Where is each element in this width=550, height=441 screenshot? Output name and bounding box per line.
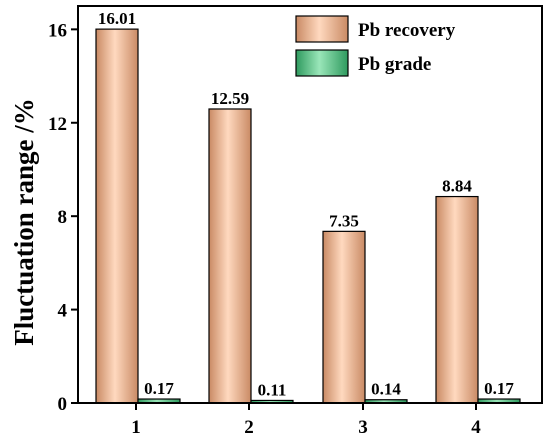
y-axis-label: Fluctuation range /% — [9, 98, 39, 346]
data-label-pb-recovery-2: 12.59 — [211, 89, 249, 108]
bar-pb-recovery-4 — [435, 195, 479, 404]
y-axis: 0 4 8 12 16 — [48, 20, 78, 415]
y-tick-label-4: 4 — [58, 301, 68, 322]
data-label-pb-grade-4: 0.17 — [484, 379, 514, 398]
legend-swatch-pb-grade — [295, 49, 349, 77]
x-axis: 1 2 3 4 — [131, 403, 481, 438]
data-label-pb-grade-3: 0.14 — [371, 380, 401, 399]
y-tick-label-12: 12 — [48, 114, 67, 135]
legend-swatch-pb-recovery — [295, 15, 349, 43]
data-label-pb-recovery-3: 7.35 — [329, 211, 359, 230]
legend-label-pb-grade: Pb grade — [358, 54, 431, 75]
bar-pb-recovery-1 — [95, 28, 139, 404]
bars-group — [95, 28, 521, 404]
data-label-pb-recovery-4: 8.84 — [442, 177, 472, 196]
y-tick-label-0: 0 — [58, 394, 68, 415]
x-tick-label-4: 4 — [471, 417, 481, 438]
data-label-pb-recovery-1: 16.01 — [98, 9, 136, 28]
y-tick-label-16: 16 — [48, 20, 67, 41]
legend: Pb recovery Pb grade — [295, 15, 456, 77]
data-labels-group: 16.01 12.59 7.35 8.84 0.17 0.11 0.14 0.17 — [98, 9, 515, 399]
bar-pb-recovery-3 — [322, 230, 366, 404]
data-label-pb-grade-2: 0.11 — [258, 380, 287, 399]
bar-pb-recovery-2 — [208, 108, 252, 404]
x-tick-label-2: 2 — [244, 417, 254, 438]
legend-label-pb-recovery: Pb recovery — [358, 20, 456, 41]
y-tick-label-8: 8 — [58, 207, 68, 228]
data-label-pb-grade-1: 0.17 — [144, 379, 174, 398]
x-tick-label-3: 3 — [358, 417, 368, 438]
plot-frame — [77, 5, 543, 404]
x-tick-label-1: 1 — [131, 417, 141, 438]
